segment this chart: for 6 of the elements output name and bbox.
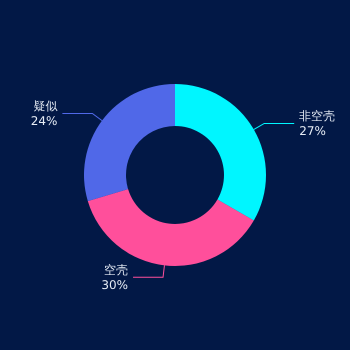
slice-label: 空壳 [104,262,128,277]
slice-label: 非空壳 [299,109,336,123]
data-label: 24% [30,114,58,128]
data-label: 30% [101,278,128,292]
slice-label: 疑似 [33,98,58,113]
data-label: 27% [299,124,326,138]
